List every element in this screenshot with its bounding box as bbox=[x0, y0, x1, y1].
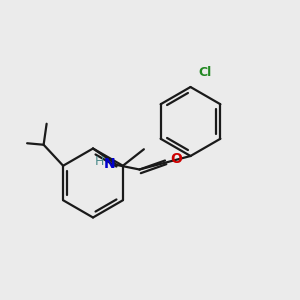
Text: H: H bbox=[95, 155, 104, 168]
Text: N: N bbox=[104, 157, 116, 170]
Text: Cl: Cl bbox=[198, 67, 211, 80]
Text: O: O bbox=[170, 152, 182, 166]
